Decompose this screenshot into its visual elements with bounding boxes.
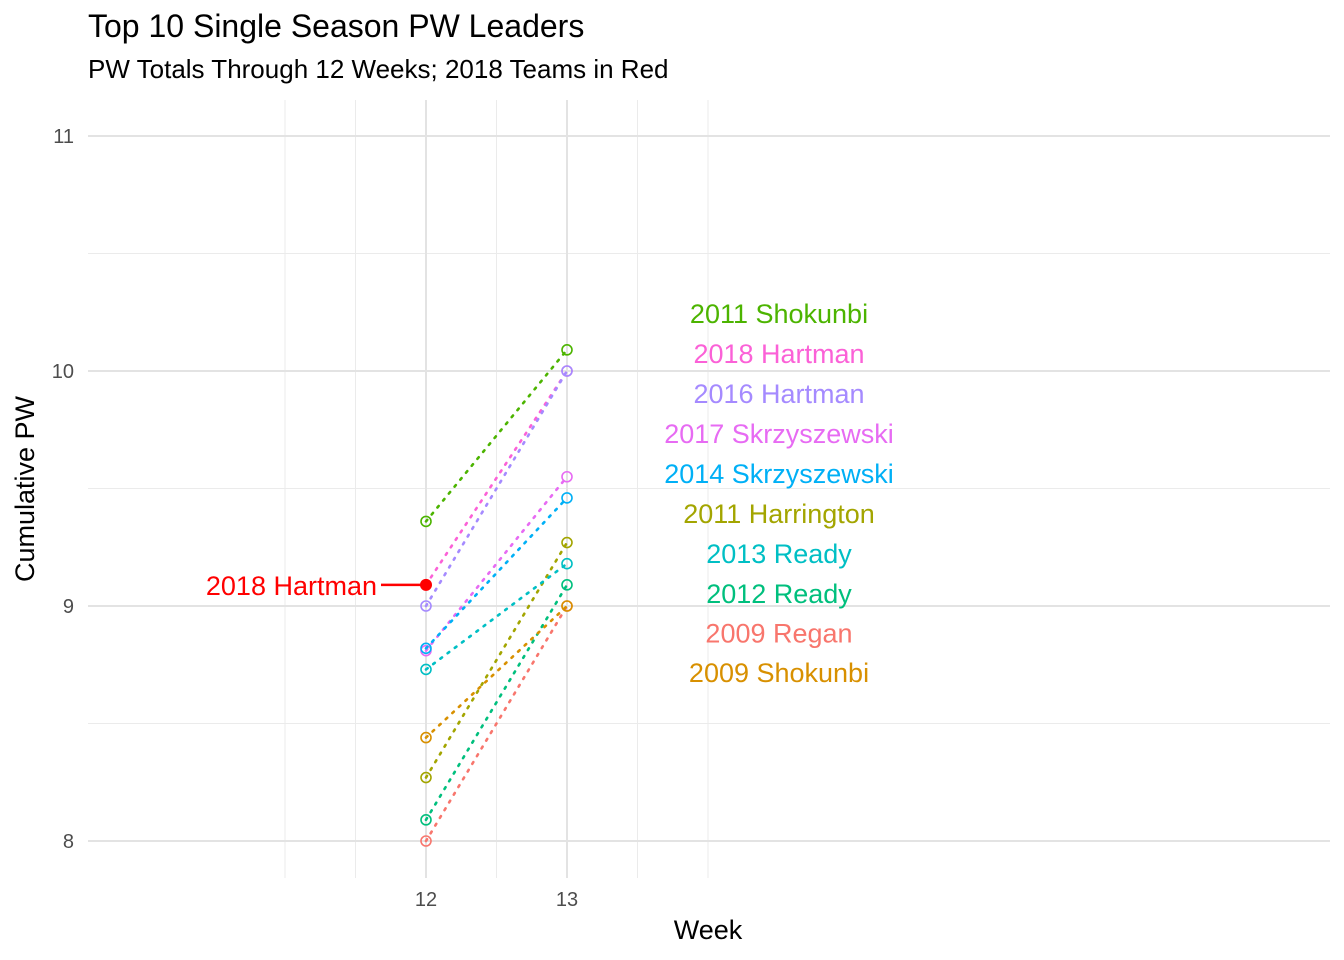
data-point [420, 814, 432, 826]
x-tick-label: 12 [415, 889, 437, 911]
series-line [424, 604, 569, 843]
data-point [420, 600, 432, 612]
series-label: 2013 Ready [706, 539, 852, 569]
data-point [420, 835, 432, 847]
data-point [561, 492, 573, 504]
data-point [420, 771, 432, 784]
data-point [561, 344, 573, 356]
series-label: 2017 Skrzyszewski [664, 419, 894, 449]
data-point [561, 600, 573, 612]
series-line [424, 604, 569, 739]
x-axis-title: Week [674, 915, 743, 945]
series-line [424, 369, 569, 608]
chart-subtitle: PW Totals Through 12 Weeks; 2018 Teams i… [88, 54, 669, 84]
highlight-label: 2018 Hartman [206, 571, 377, 601]
series-label: 2009 Shokunbi [689, 658, 869, 688]
data-point [561, 557, 573, 570]
series-label: 2011 Shokunbi [690, 299, 868, 329]
data-point [420, 515, 432, 528]
series-label: 2016 Hartman [693, 379, 864, 409]
data-point [561, 365, 573, 377]
x-tick-label: 13 [556, 889, 578, 911]
series-label: 2012 Ready [706, 579, 852, 609]
y-tick-label: 11 [53, 126, 74, 148]
data-point [561, 470, 573, 483]
y-tick-label: 8 [63, 831, 74, 853]
y-tick-label: 9 [63, 596, 74, 618]
series-line [424, 348, 569, 523]
series-label: 2018 Hartman [693, 339, 864, 369]
data-point [420, 642, 432, 655]
series-line [424, 541, 569, 779]
y-tick-label: 10 [52, 361, 74, 383]
series-line [424, 562, 569, 671]
data-point [420, 731, 432, 744]
chart-title: Top 10 Single Season PW Leaders [88, 8, 585, 44]
series-label: 2011 Harrington [683, 499, 875, 529]
series-label: 2009 Regan [705, 619, 852, 649]
data-point [561, 536, 573, 549]
series-line [424, 583, 569, 822]
series-label: 2014 Skrzyszewski [664, 459, 894, 489]
highlight-point [420, 578, 432, 591]
series-line [424, 369, 569, 587]
y-axis-title: Cumulative PW [10, 395, 40, 582]
data-point [420, 663, 432, 676]
data-point [561, 579, 573, 591]
series-line [424, 496, 569, 650]
